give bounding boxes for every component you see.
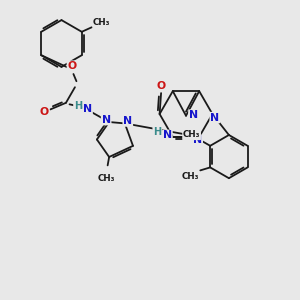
Text: N: N — [83, 104, 92, 114]
Text: H: H — [153, 128, 161, 137]
Text: CH₃: CH₃ — [181, 172, 199, 181]
Text: N: N — [193, 136, 202, 146]
Text: N: N — [123, 116, 132, 126]
Text: N: N — [210, 112, 219, 123]
Text: N: N — [189, 110, 198, 120]
Text: N: N — [163, 130, 172, 140]
Text: CH₃: CH₃ — [93, 18, 111, 27]
Text: H: H — [74, 101, 82, 111]
Text: CH₃: CH₃ — [98, 174, 115, 183]
Text: O: O — [68, 61, 76, 71]
Text: N: N — [102, 115, 111, 124]
Text: O: O — [157, 81, 166, 92]
Text: CH₃: CH₃ — [183, 130, 200, 140]
Text: O: O — [40, 107, 49, 117]
